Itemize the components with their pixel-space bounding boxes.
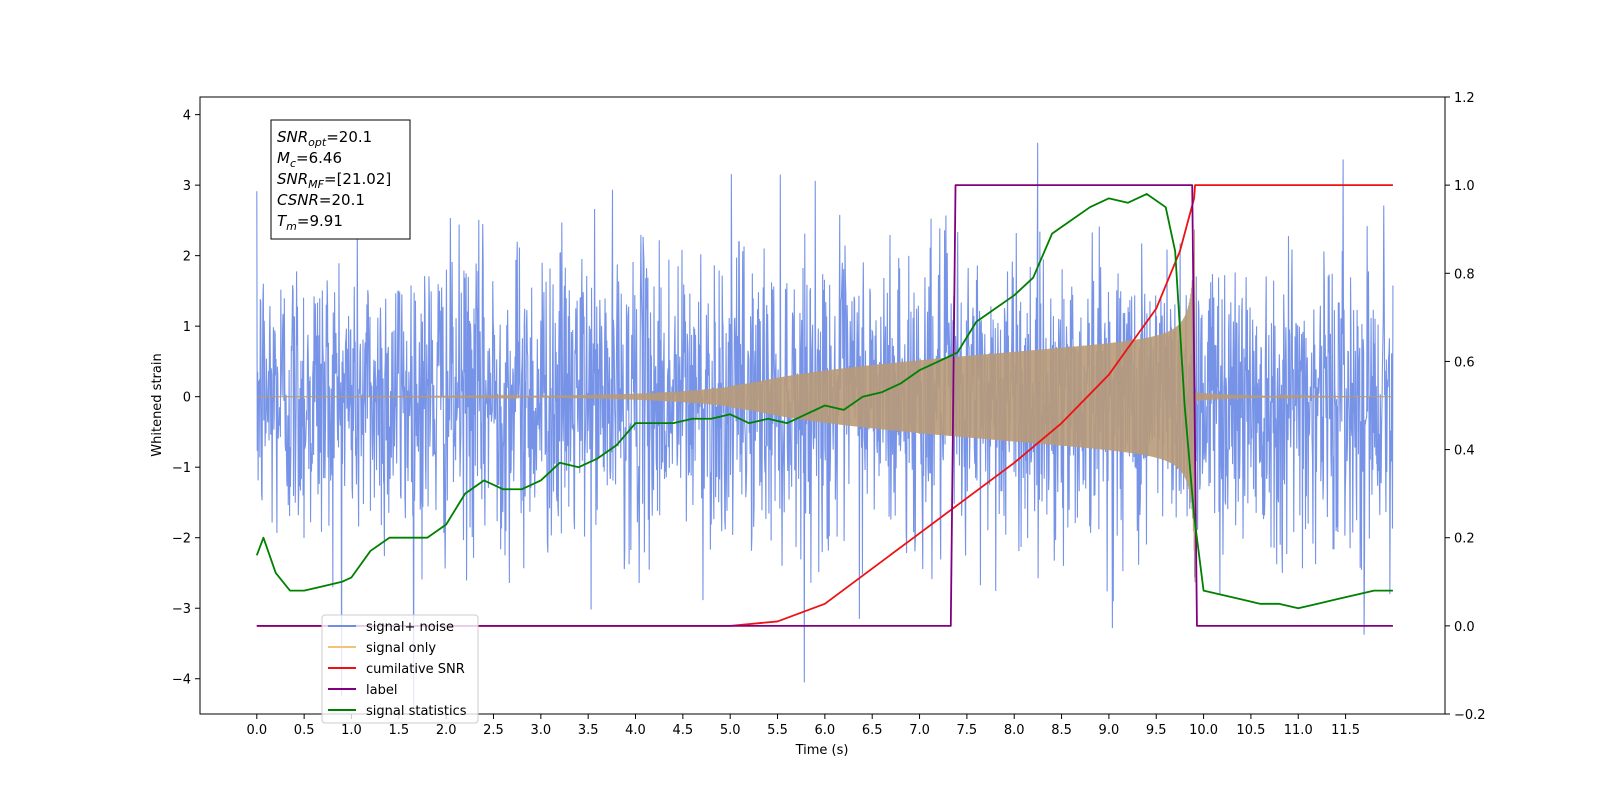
- y2-tick-label: 0.8: [1454, 267, 1475, 282]
- legend-label: label: [366, 683, 397, 698]
- legend-label: signal+ noise: [366, 620, 454, 635]
- x-tick-label: 6.0: [815, 723, 836, 738]
- x-tick-label: 4.0: [625, 723, 646, 738]
- series-signal-only: [256, 229, 1394, 583]
- x-tick-label: 1.5: [388, 723, 409, 738]
- annotation-frame: [270, 119, 411, 240]
- y-tick-label: −2: [172, 532, 191, 547]
- y2-tick-label: 1.0: [1454, 179, 1475, 194]
- y-tick-label: −1: [172, 461, 191, 476]
- y2-tick-label: 0.6: [1454, 355, 1475, 370]
- x-tick-label: 7.5: [957, 723, 978, 738]
- legend-frame: [321, 614, 479, 724]
- x-tick-label: 3.5: [578, 723, 599, 738]
- y2-tick-label: 0.0: [1454, 620, 1475, 635]
- x-tick-label: 8.5: [1051, 723, 1072, 738]
- annotation-subscript: opt: [308, 136, 327, 149]
- x-tick-label: 11.0: [1284, 723, 1313, 738]
- x-tick-label: 8.0: [1004, 723, 1025, 738]
- x-tick-label: 9.0: [1099, 723, 1120, 738]
- x-tick-label: 3.0: [530, 723, 551, 738]
- annotation-subscript: c: [290, 157, 296, 170]
- annotation-symbol: M: [277, 149, 290, 167]
- annotation-subscript: MF: [308, 178, 324, 191]
- y2-tick-label: 0.2: [1454, 532, 1475, 547]
- x-tick-label: 0.5: [294, 723, 315, 738]
- x-ticks: 0.0 0.5 1.0 1.5 2.0 2.5 3.0 3.5 4.0 4.5 5.0 5.5 6.0 6…: [246, 714, 1360, 738]
- x-tick-label: 2.0: [436, 723, 457, 738]
- x-tick-label: 4.5: [673, 723, 694, 738]
- y-tick-label: 2: [183, 250, 191, 265]
- x-tick-label: 2.5: [483, 723, 504, 738]
- series-cumilative-snr: [256, 184, 1393, 627]
- x-tick-label: 0.0: [246, 723, 267, 738]
- y-tick-label: 1: [183, 320, 191, 335]
- y-ticks: 4 3 2 1 0 −1 −2 −3 −4: [172, 109, 200, 688]
- plot-frame: [199, 96, 1446, 715]
- y-tick-label: −3: [172, 602, 191, 617]
- legend-label: signal only: [366, 641, 436, 656]
- legend-label: signal statistics: [366, 704, 467, 719]
- annotation-box: SNRopt=20.1Mc=6.46SNRMF=[21.02]CSNR=20.1…: [270, 119, 411, 240]
- y2-tick-label: 0.4: [1454, 444, 1475, 459]
- annotation-symbol: T: [277, 212, 288, 230]
- x-tick-label: 10.0: [1189, 723, 1218, 738]
- x-tick-label: 9.5: [1146, 723, 1167, 738]
- series-signal-noise: [256, 142, 1394, 708]
- y2-ticks: 1.2 1.0 0.8 0.6 0.4 0.2 0.0 −0.2: [1445, 91, 1486, 723]
- y-tick-label: −4: [172, 673, 191, 688]
- annotation-value: =20.1: [319, 191, 365, 209]
- y-axis-label: Whitened strain: [150, 353, 165, 456]
- legend: signal+ noise signal only cumilative SNR la…: [321, 614, 479, 724]
- annotation-value: =[21.02]: [324, 170, 391, 188]
- x-tick-label: 1.0: [341, 723, 362, 738]
- annotation-value: =9.91: [297, 212, 343, 230]
- annotation-line: SNRopt=20.1: [277, 128, 372, 149]
- annotation-line: Tm=9.91: [277, 212, 343, 233]
- legend-label: cumilative SNR: [366, 662, 465, 677]
- x-axis-label: Time (s): [795, 743, 849, 758]
- plot-area: [255, 142, 1394, 708]
- annotation-symbol: SNR: [277, 170, 308, 188]
- y2-tick-label: 1.2: [1454, 91, 1475, 106]
- y-tick-label: 3: [183, 179, 191, 194]
- x-tick-label: 5.5: [767, 723, 788, 738]
- series-label: [256, 184, 1393, 627]
- y2-tick-label: −0.2: [1454, 708, 1486, 723]
- annotation-line: SNRMF=[21.02]: [277, 170, 391, 191]
- annotation-value: =20.1: [326, 128, 372, 146]
- annotation-symbol: SNR: [277, 128, 308, 146]
- x-tick-label: 5.0: [720, 723, 741, 738]
- series-signal-statistics: [255, 193, 1393, 610]
- annotation-line: Mc=6.46: [277, 149, 342, 170]
- x-tick-label: 6.5: [862, 723, 883, 738]
- annotation-line: CSNR=20.1: [277, 191, 365, 209]
- annotation-subscript: m: [286, 220, 297, 233]
- annotation-symbol: CSNR: [277, 191, 319, 209]
- y-tick-label: 4: [183, 109, 191, 124]
- x-tick-label: 7.0: [909, 723, 930, 738]
- y-tick-label: 0: [183, 391, 191, 406]
- annotation-value: =6.46: [296, 149, 342, 167]
- x-tick-label: 10.5: [1236, 723, 1265, 738]
- x-tick-label: 11.5: [1331, 723, 1360, 738]
